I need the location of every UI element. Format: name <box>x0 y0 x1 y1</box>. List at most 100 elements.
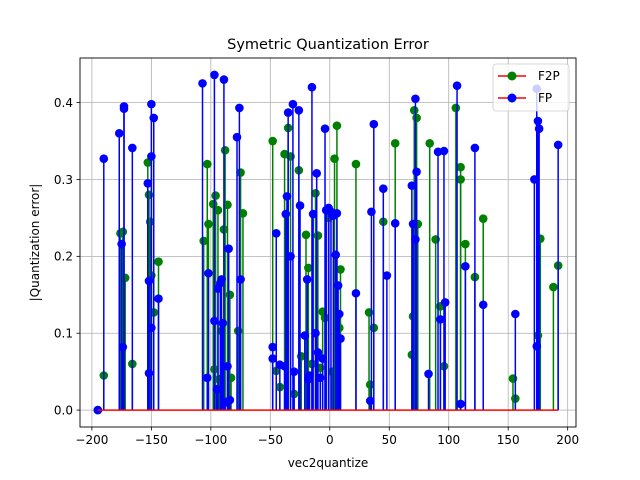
marker-f2p <box>304 263 313 273</box>
marker-f2p <box>332 121 342 130</box>
marker-fp <box>307 82 317 92</box>
marker-fp <box>224 244 233 253</box>
marker-fp <box>424 369 433 379</box>
marker-fp <box>271 228 281 238</box>
marker-fp <box>369 119 379 129</box>
marker-fp <box>440 298 450 307</box>
marker-fp <box>288 99 298 109</box>
marker-fp <box>280 361 289 371</box>
marker-fp <box>286 252 295 261</box>
marker-fp <box>282 192 292 201</box>
marker-fp <box>452 81 462 90</box>
marker-f2p <box>213 205 223 215</box>
chart-title: Symetric Quantization Error <box>227 37 429 53</box>
y-tick-label: 0.0 <box>54 403 73 417</box>
axis-ticks: −200 −150 −100 −50 0 50 100 150 200 0.0 0.1 0.2 0.3 0… <box>54 96 579 447</box>
marker-f2p <box>365 380 375 390</box>
y-axis-label: |Quantization error| <box>28 184 42 302</box>
marker-fp <box>268 342 277 352</box>
marker-fp <box>225 395 235 405</box>
marker-fp <box>212 385 222 394</box>
marker-fp <box>144 276 154 286</box>
marker-fp <box>313 348 323 357</box>
marker-fp <box>456 399 465 409</box>
marker-fp <box>210 70 219 80</box>
marker-fp <box>147 99 156 109</box>
marker-fp <box>336 334 345 343</box>
legend-marker-fp <box>507 93 517 103</box>
marker-fp <box>202 373 212 383</box>
marker-f2p <box>456 162 465 172</box>
x-tick-label: 150 <box>497 433 520 447</box>
y-tick-label: 0.2 <box>54 250 73 264</box>
marker-f2p <box>238 208 248 218</box>
marker-f2p <box>154 257 163 267</box>
marker-fp <box>219 75 229 84</box>
x-tick-label: −200 <box>75 433 108 447</box>
marker-fp <box>198 79 207 88</box>
marker-f2p <box>412 113 421 123</box>
marker-fp <box>93 405 103 415</box>
marker-f2p <box>456 175 465 184</box>
marker-f2p <box>225 290 235 300</box>
marker-f2p <box>311 189 320 198</box>
marker-fp <box>210 316 219 326</box>
x-tick-label: −150 <box>135 433 168 447</box>
marker-fp <box>308 209 318 219</box>
plot-area <box>93 70 563 415</box>
marker-f2p <box>313 231 323 240</box>
marker-fp <box>411 94 420 104</box>
marker-fp <box>204 268 213 278</box>
marker-f2p <box>327 367 337 376</box>
marker-fp <box>439 146 449 156</box>
marker-fp <box>232 132 242 142</box>
marker-fp <box>235 103 244 113</box>
marker-fp <box>461 262 470 271</box>
marker-fp <box>530 175 539 184</box>
marker-fp <box>318 354 327 363</box>
marker-fp <box>333 281 343 290</box>
legend-marker-f2p <box>507 71 517 81</box>
marker-fp <box>436 315 445 324</box>
marker-fp <box>315 373 325 383</box>
marker-fp <box>407 181 417 190</box>
marker-fp <box>534 124 544 134</box>
marker-f2p <box>120 273 130 283</box>
marker-f2p <box>461 239 470 249</box>
marker-f2p <box>211 191 220 200</box>
marker-fp <box>411 235 420 244</box>
marker-fp <box>154 294 163 303</box>
marker-fp <box>300 331 310 340</box>
marker-fp <box>283 108 293 117</box>
marker-fp <box>312 169 322 178</box>
marker-fp <box>119 104 129 114</box>
legend-label-f2p: F2P <box>538 69 560 83</box>
x-tick-label: −100 <box>194 433 227 447</box>
marker-f2p <box>236 168 245 177</box>
marker-f2p <box>301 230 311 240</box>
y-tick-label: 0.4 <box>54 96 73 110</box>
marker-f2p <box>118 227 128 237</box>
marker-fp <box>117 239 126 249</box>
marker-fp <box>118 342 128 352</box>
marker-fp <box>311 328 320 338</box>
marker-f2p <box>208 199 218 209</box>
marker-f2p <box>451 103 461 113</box>
marker-fp <box>149 113 159 123</box>
marker-fp <box>390 218 400 228</box>
marker-fp <box>236 275 245 284</box>
marker-fp <box>143 179 153 188</box>
marker-fp <box>223 361 232 371</box>
marker-fp <box>412 167 421 177</box>
marker-fp <box>382 271 392 280</box>
marker-fp <box>289 367 299 376</box>
marker-f2p <box>199 236 209 246</box>
legend-label-fp: FP <box>538 91 552 105</box>
x-tick-label: 50 <box>382 433 397 447</box>
marker-fp <box>218 318 228 328</box>
marker-f2p <box>478 214 488 223</box>
x-axis-label: vec2quantize <box>288 456 369 470</box>
series-fp <box>93 70 563 415</box>
marker-fp <box>511 309 520 319</box>
